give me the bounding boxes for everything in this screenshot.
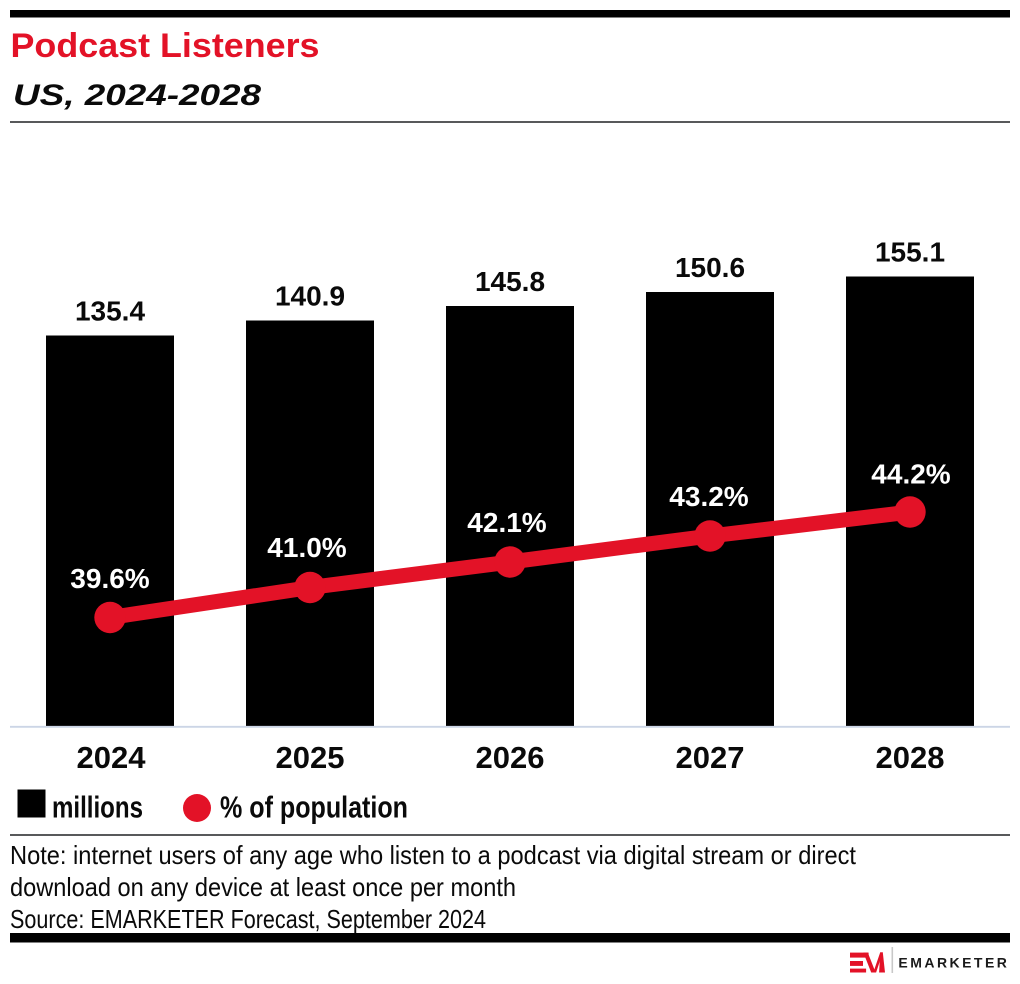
svg-text:43.2%: 43.2% — [669, 481, 748, 512]
svg-text:135.4: 135.4 — [75, 296, 145, 327]
svg-text:2024: 2024 — [77, 740, 147, 775]
svg-text:2028: 2028 — [876, 740, 945, 775]
svg-text:Podcast Listeners: Podcast Listeners — [11, 27, 320, 65]
svg-text:42.1%: 42.1% — [467, 507, 546, 538]
svg-text:% of population: % of population — [220, 790, 408, 825]
svg-text:millions: millions — [52, 790, 143, 825]
svg-text:Note: internet users of any ag: Note: internet users of any age who list… — [10, 840, 857, 870]
svg-text:EMARKETER: EMARKETER — [898, 954, 1009, 970]
svg-text:44.2%: 44.2% — [871, 459, 950, 490]
svg-text:140.9: 140.9 — [275, 281, 345, 312]
svg-text:US, 2024-2028: US, 2024-2028 — [13, 79, 261, 112]
svg-text:41.0%: 41.0% — [267, 532, 346, 563]
svg-text:2025: 2025 — [276, 740, 345, 775]
svg-text:145.8: 145.8 — [475, 266, 545, 297]
svg-text:2026: 2026 — [476, 740, 545, 775]
svg-text:39.6%: 39.6% — [70, 563, 149, 594]
svg-text:download on any device at leas: download on any device at least once per… — [10, 872, 516, 902]
svg-text:150.6: 150.6 — [675, 252, 745, 283]
svg-text:Source: EMARKETER Forecast, Se: Source: EMARKETER Forecast, September 20… — [10, 904, 486, 934]
svg-text:2027: 2027 — [676, 740, 745, 775]
svg-text:155.1: 155.1 — [875, 237, 945, 268]
